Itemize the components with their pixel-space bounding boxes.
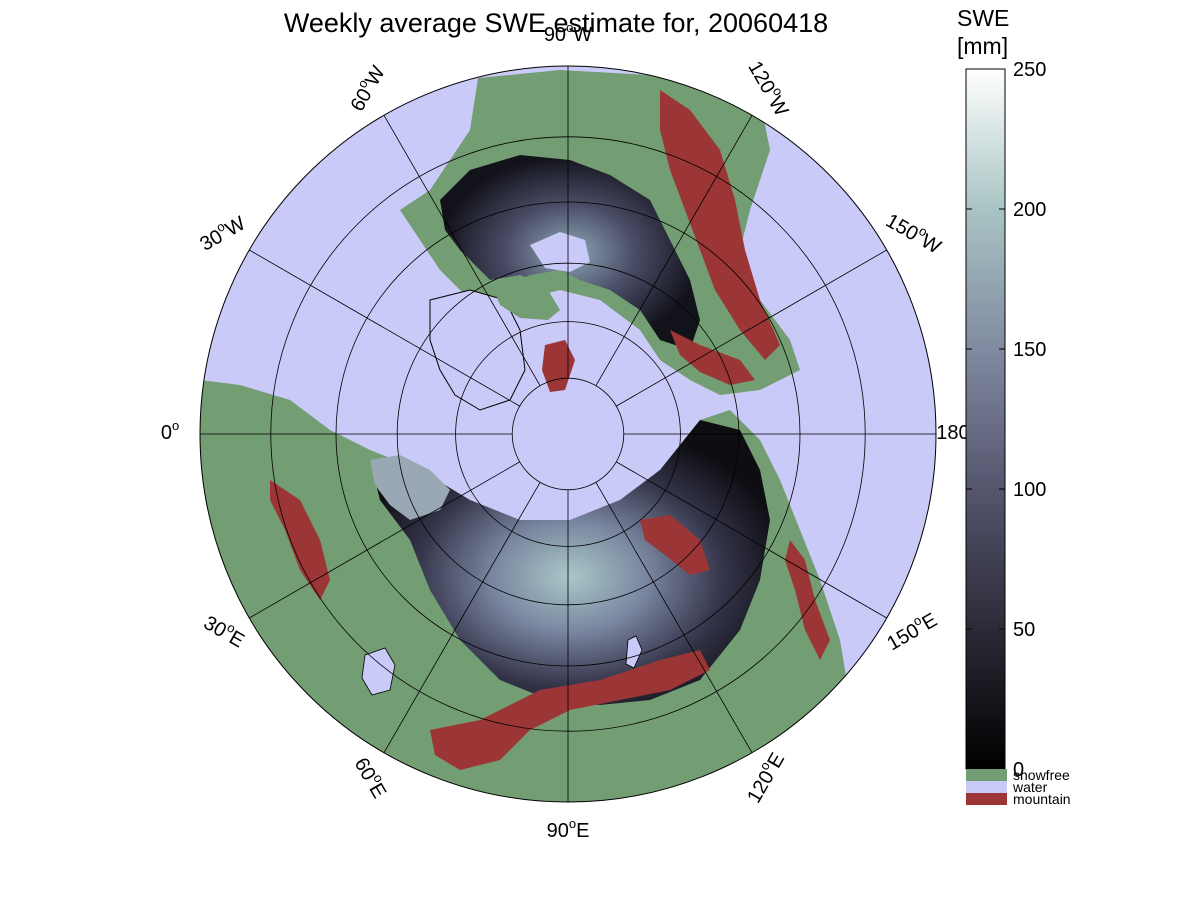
longitude-label: 30oW — [194, 209, 249, 256]
category-label-water: water — [1012, 779, 1048, 795]
category-swatch-snowfree — [966, 769, 1007, 781]
colorbar-tick-label: 250 — [1013, 59, 1046, 81]
colorbar-tick-label: 150 — [1013, 339, 1046, 361]
colorbar-tick-label: 50 — [1013, 619, 1035, 641]
longitude-label: 90oE — [547, 816, 590, 842]
longitude-label: 0o — [161, 418, 179, 444]
scandinavia-snow — [370, 455, 450, 520]
colorbar-tick-label: 0 — [1013, 759, 1024, 781]
meridian-line — [249, 249, 520, 407]
colorbar-tick-label: 100 — [1013, 479, 1046, 501]
longitude-label: 150oW — [882, 206, 947, 259]
caspian-sea — [361, 647, 396, 696]
meridian-line — [616, 461, 887, 619]
polar-map — [200, 66, 936, 802]
kamchatka-mountains — [785, 540, 830, 660]
rocky-mountains — [660, 90, 780, 360]
longitude-label: 120oE — [740, 747, 790, 807]
hudson-bay — [530, 232, 590, 272]
meridian-line — [595, 482, 753, 753]
category-label-snowfree: snowfree — [1013, 767, 1070, 783]
colorbar-tick-label: 200 — [1013, 199, 1046, 221]
meridian-line — [383, 115, 541, 386]
longitude-label: 120oW — [743, 56, 796, 121]
meridian-line — [249, 461, 520, 619]
eurasia-snow — [370, 420, 770, 705]
map-boundary — [199, 65, 937, 803]
category-swatch-mountain — [966, 793, 1007, 805]
baikal-lake — [625, 635, 643, 669]
category-label-mountain: mountain — [1013, 791, 1071, 807]
meridian-line — [595, 115, 753, 386]
arctic-islands — [490, 275, 560, 320]
colorbar-label-unit: [mm] — [957, 33, 1008, 59]
longitude-label: 150oE — [881, 606, 941, 656]
central-asia-mountains — [430, 650, 710, 770]
arctic-islands-mountain — [542, 340, 575, 392]
europe-mountains — [270, 480, 330, 600]
longitude-label: 30oE — [200, 608, 250, 652]
east-asia-mountains — [640, 515, 710, 575]
category-swatch-water — [966, 781, 1007, 793]
alaska-mountains — [670, 330, 755, 385]
map-title: Weekly average SWE estimate for, 2006041… — [284, 8, 828, 38]
graticule — [200, 66, 936, 802]
colorbar-ramp — [965, 68, 1006, 770]
meridian-line — [616, 249, 887, 407]
colorbar-label-top: SWE — [957, 5, 1009, 31]
longitude-label: 60oE — [349, 752, 393, 802]
greenland — [429, 289, 526, 411]
meridian-line — [383, 482, 541, 753]
longitude-label: 60oW — [343, 60, 390, 115]
longitude-label: 90oW — [544, 20, 592, 46]
